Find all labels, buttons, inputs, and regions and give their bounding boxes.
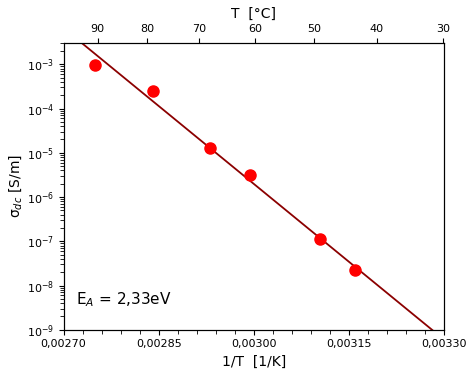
X-axis label: 1/T  [1/K]: 1/T [1/K] [222,355,286,369]
Text: E$_A$ = 2,33eV: E$_A$ = 2,33eV [76,290,172,309]
X-axis label: T  [°C]: T [°C] [231,7,276,21]
Y-axis label: σ$_{dc}$ [S/m]: σ$_{dc}$ [S/m] [7,155,24,218]
